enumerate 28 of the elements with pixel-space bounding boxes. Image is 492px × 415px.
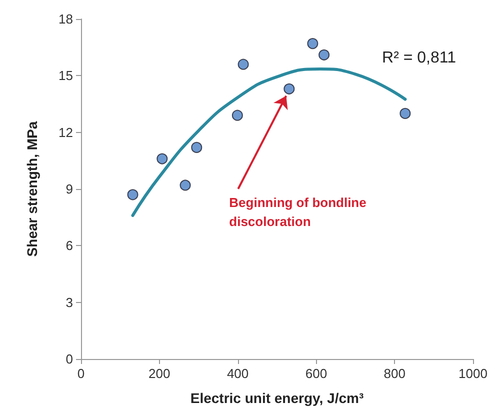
y-tick-label: 15 [58, 68, 73, 84]
point [191, 142, 202, 153]
point [156, 153, 168, 164]
y-tick-label: 9 [66, 182, 73, 196]
x-tick-label: 800 [384, 366, 406, 381]
line-series [131, 68, 407, 217]
point [238, 58, 249, 70]
x-tick-label: 400 [226, 366, 249, 381]
y-tick-label: 0 [66, 352, 73, 366]
y-tick-label: 6 [66, 238, 73, 254]
x-axis-title: Electric unit energy, J/cm³ [190, 390, 364, 406]
point [400, 108, 411, 119]
y-axis-title: Shear strength, MPa [24, 121, 40, 257]
y-tick-label: 3 [66, 294, 73, 310]
annotation: Beginning of bondline discoloration [229, 194, 366, 229]
point [232, 110, 243, 121]
x-tick-label: 0 [77, 366, 85, 381]
point [180, 180, 191, 191]
point [307, 38, 318, 50]
point [318, 49, 330, 60]
x-tick-label: 1000 [458, 366, 488, 381]
point [127, 189, 138, 200]
y-tick-label: 18 [58, 12, 73, 26]
x-tick-label: 200 [148, 366, 170, 381]
x-tick-label: 600 [305, 366, 328, 381]
y-tick-label: 12 [58, 124, 73, 140]
annotation: R² = 0,811 [382, 50, 456, 66]
point [284, 83, 295, 94]
